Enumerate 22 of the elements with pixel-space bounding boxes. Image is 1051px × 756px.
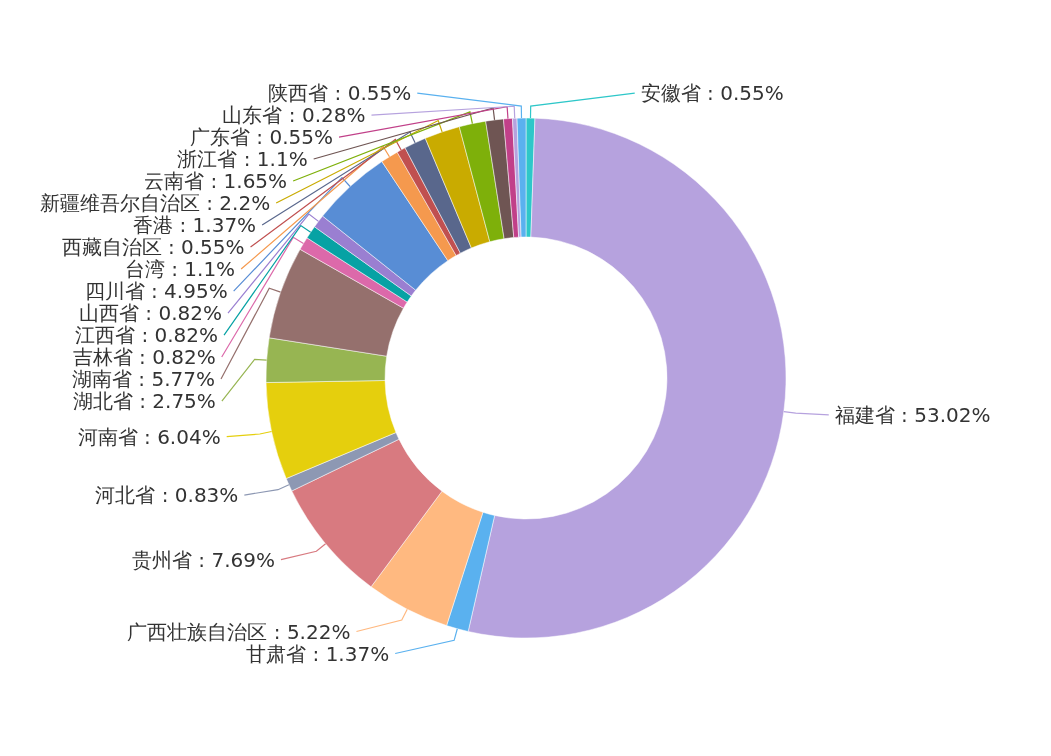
slice-label: 贵州省 : 7.69% xyxy=(131,547,275,572)
slice-label: 福建省 : 53.02% xyxy=(834,402,991,427)
slice-label: 广东省 : 0.55% xyxy=(190,125,334,150)
slice-label: 香港 : 1.37% xyxy=(133,213,257,238)
slice-label: 云南省 : 1.65% xyxy=(144,169,288,194)
slice-label: 山西省 : 0.82% xyxy=(79,301,222,326)
slice-label: 台湾 : 1.1% xyxy=(124,257,236,282)
slice-label: 广西壮族自治区 : 5.22% xyxy=(127,619,351,644)
slice-label: 安徽省 : 0.55% xyxy=(640,81,784,106)
slice-label: 吉林省 : 0.82% xyxy=(72,345,216,370)
slice-label: 河北省 : 0.83% xyxy=(95,483,239,508)
slice-label: 陕西省 : 0.55% xyxy=(268,81,412,106)
slice-label: 甘肃省 : 1.37% xyxy=(246,641,390,666)
slice-label: 湖北省 : 2.75% xyxy=(72,389,216,414)
slice-label: 浙江省 : 1.1% xyxy=(177,147,308,172)
slice-label: 江西省 : 0.82% xyxy=(75,323,219,348)
slice-label: 四川省 : 4.95% xyxy=(84,279,228,304)
slice-label: 湖南省 : 5.77% xyxy=(72,367,215,392)
slice-label: 新疆维吾尔自治区 : 2.2% xyxy=(39,191,271,216)
slice-label: 山东省 : 0.28% xyxy=(222,103,366,128)
slice-label: 河南省 : 6.04% xyxy=(77,424,221,449)
slice-label: 西藏自治区 : 0.55% xyxy=(61,235,245,260)
